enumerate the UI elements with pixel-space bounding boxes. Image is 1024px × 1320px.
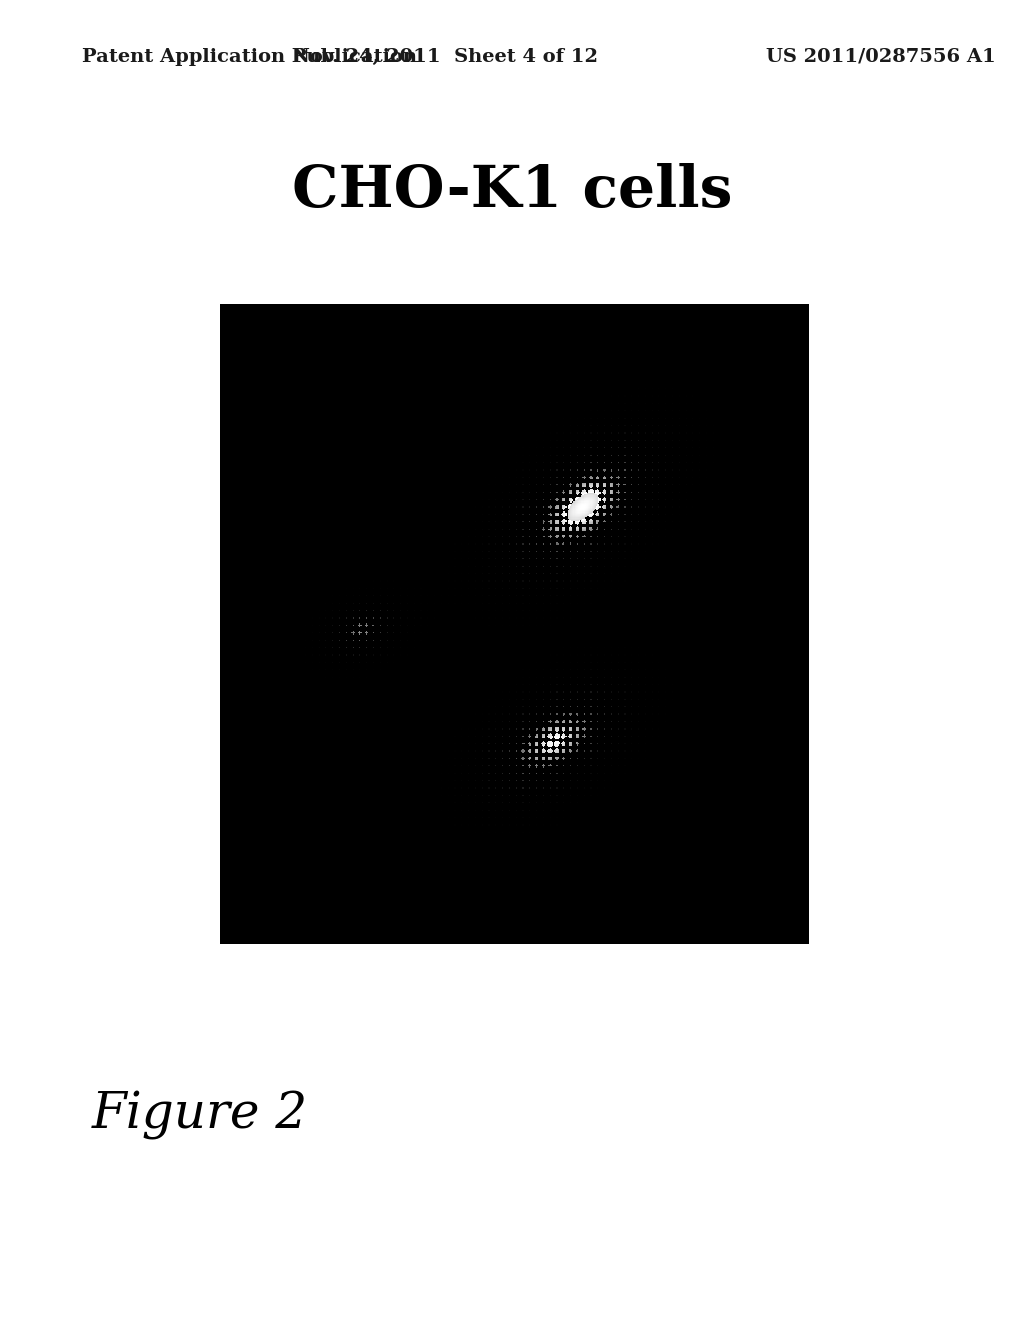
Text: US 2011/0287556 A1: US 2011/0287556 A1 (766, 48, 995, 66)
Text: Nov. 24, 2011  Sheet 4 of 12: Nov. 24, 2011 Sheet 4 of 12 (293, 48, 598, 66)
Text: CHO-K1 cells: CHO-K1 cells (292, 164, 732, 219)
Text: Patent Application Publication: Patent Application Publication (82, 48, 417, 66)
Text: Figure 2: Figure 2 (92, 1090, 308, 1140)
